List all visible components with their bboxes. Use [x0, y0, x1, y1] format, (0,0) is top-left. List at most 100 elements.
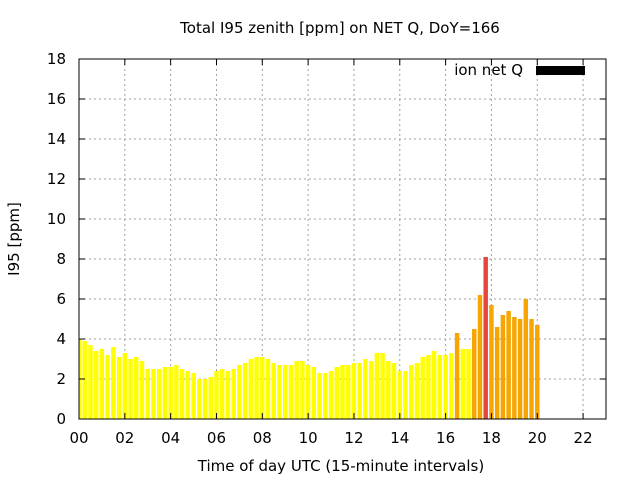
bar — [265, 359, 271, 419]
bar — [248, 359, 254, 419]
bar — [99, 349, 105, 419]
bar — [483, 257, 488, 419]
bar — [242, 363, 248, 419]
bar — [529, 319, 534, 419]
bar — [111, 347, 116, 419]
bar — [391, 363, 397, 419]
legend-swatch — [536, 66, 585, 75]
bar — [282, 365, 288, 419]
bar — [357, 363, 362, 419]
bar — [191, 373, 196, 419]
x-tick-label: 10 — [299, 429, 318, 447]
bar — [506, 311, 511, 419]
bar — [374, 353, 380, 419]
bar — [93, 351, 99, 419]
y-tick-label: 16 — [47, 90, 66, 108]
y-tick-label: 12 — [47, 170, 66, 188]
bar — [208, 377, 213, 419]
bar — [512, 317, 517, 419]
bar — [414, 363, 420, 419]
bar — [134, 357, 139, 419]
bar — [403, 371, 408, 419]
y-axis-label: I95 [ppm] — [5, 202, 23, 276]
bar — [477, 295, 483, 419]
y-tick-label: 2 — [56, 370, 66, 388]
y-tick-label: 8 — [56, 250, 66, 268]
x-tick-label: 20 — [528, 429, 547, 447]
bar — [317, 373, 322, 419]
bar — [345, 365, 351, 419]
x-tick-label: 22 — [574, 429, 593, 447]
bar — [397, 371, 403, 419]
bar — [202, 379, 208, 419]
bar — [156, 369, 162, 419]
chart-title: Total I95 zenith [ppm] on NET Q, DoY=166 — [179, 19, 500, 37]
bar — [151, 369, 156, 419]
bar — [116, 357, 122, 419]
bar — [334, 367, 340, 419]
bar — [340, 365, 345, 419]
bar — [431, 351, 437, 419]
x-tick-label: 12 — [344, 429, 363, 447]
bar — [489, 305, 494, 419]
bar — [168, 367, 173, 419]
bar — [368, 361, 374, 419]
y-tick-label: 18 — [47, 50, 66, 68]
x-tick-label: 00 — [69, 429, 88, 447]
bar — [294, 361, 299, 419]
plot-frame — [78, 58, 607, 420]
bar — [323, 373, 328, 419]
bar — [128, 359, 133, 419]
x-tick-label: 14 — [390, 429, 409, 447]
bar — [472, 329, 477, 419]
bar — [260, 357, 265, 419]
bar — [535, 325, 540, 419]
y-tick-label: 6 — [56, 290, 66, 308]
legend: ion net Q — [454, 61, 585, 79]
bar — [237, 365, 242, 419]
x-tick-label: 04 — [161, 429, 180, 447]
bar — [145, 369, 150, 419]
bar — [162, 367, 168, 419]
x-tick-label: 16 — [436, 429, 455, 447]
bar — [82, 341, 87, 419]
y-tick-label: 14 — [47, 130, 66, 148]
bar — [380, 353, 385, 419]
x-tick-label: 02 — [115, 429, 134, 447]
bar — [219, 369, 225, 419]
bar — [437, 355, 443, 419]
bar — [454, 333, 460, 419]
bar — [494, 327, 500, 419]
bar — [214, 371, 219, 419]
x-axis-label: Time of day UTC (15-minute intervals) — [197, 457, 484, 475]
bar — [517, 319, 523, 419]
x-tick-label: 08 — [253, 429, 272, 447]
bar — [500, 315, 506, 419]
bar — [420, 357, 425, 419]
y-tick-label: 4 — [56, 330, 66, 348]
bar — [351, 363, 357, 419]
bar — [460, 349, 466, 419]
bar — [466, 349, 471, 419]
y-tick-label: 0 — [56, 410, 66, 428]
bar — [174, 365, 179, 419]
bar — [328, 371, 334, 419]
bar — [277, 365, 282, 419]
legend-label: ion net Q — [454, 61, 523, 79]
bar — [449, 353, 454, 419]
bar — [305, 365, 311, 419]
x-tick-label: 06 — [207, 429, 226, 447]
bar — [231, 369, 236, 419]
bar — [426, 355, 431, 419]
bar — [88, 345, 93, 419]
x-tick-label: 18 — [482, 429, 501, 447]
bar — [225, 371, 231, 419]
bar — [139, 361, 145, 419]
bar — [311, 367, 317, 419]
y-tick-label: 10 — [47, 210, 66, 228]
bar — [363, 359, 368, 419]
bar — [523, 299, 529, 419]
bar — [386, 361, 391, 419]
